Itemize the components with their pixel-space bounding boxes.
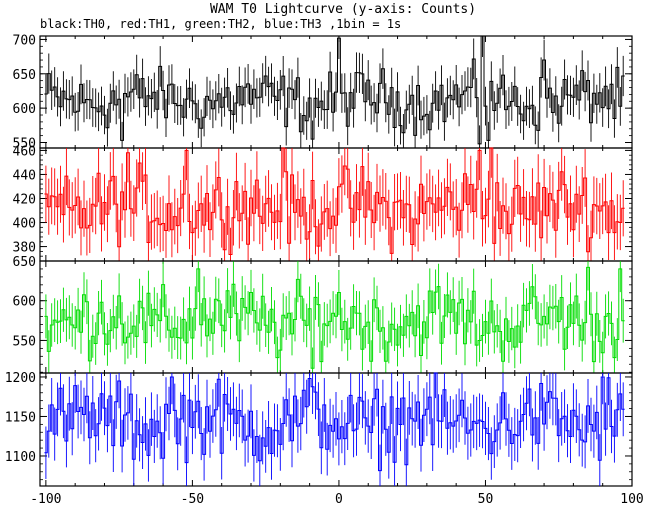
series-line bbox=[44, 266, 625, 369]
y-tick-label: 650 bbox=[13, 255, 36, 270]
series-line bbox=[44, 147, 625, 255]
y-tick-label: 440 bbox=[13, 168, 36, 183]
series-line bbox=[44, 372, 625, 472]
y-tick-label: 650 bbox=[13, 68, 36, 83]
y-tick-label: 700 bbox=[13, 33, 36, 48]
y-tick-label: 460 bbox=[13, 144, 36, 159]
x-tick-label: 100 bbox=[620, 492, 643, 505]
series-line bbox=[44, 35, 625, 145]
y-tick-label: 550 bbox=[13, 137, 36, 152]
y-tick-label: 1100 bbox=[5, 450, 36, 465]
y-tick-label: 420 bbox=[13, 192, 36, 207]
panel-frame bbox=[39, 372, 633, 487]
panel-3: 1100 1150 1200 bbox=[5, 371, 633, 487]
panel-2: 550 600 650 bbox=[13, 255, 633, 374]
x-tick-label: -100 bbox=[30, 492, 61, 505]
y-tick-label: 1150 bbox=[5, 410, 36, 425]
x-tick-label: 50 bbox=[478, 492, 494, 505]
panel-0: 550 600 650 700 bbox=[13, 33, 633, 152]
chart-subtitle: black:TH0, red:TH1, green:TH2, blue:TH3 … bbox=[40, 17, 401, 31]
chart-title: WAM T0 Lightcurve (y-axis: Counts) bbox=[210, 2, 476, 17]
panels-group: 5506006507003804004204404605506006501100… bbox=[5, 33, 644, 505]
y-tick-label: 550 bbox=[13, 334, 36, 349]
y-tick-label: 600 bbox=[13, 295, 36, 310]
y-tick-label: 400 bbox=[13, 217, 36, 232]
y-tick-label: 380 bbox=[13, 241, 36, 256]
x-tick-label: 0 bbox=[335, 492, 343, 505]
panel-1: 380 400 420 440 460 bbox=[13, 144, 633, 262]
x-tick-label: -50 bbox=[181, 492, 204, 505]
y-tick-label: 600 bbox=[13, 102, 36, 117]
y-tick-label: 1200 bbox=[5, 371, 36, 386]
